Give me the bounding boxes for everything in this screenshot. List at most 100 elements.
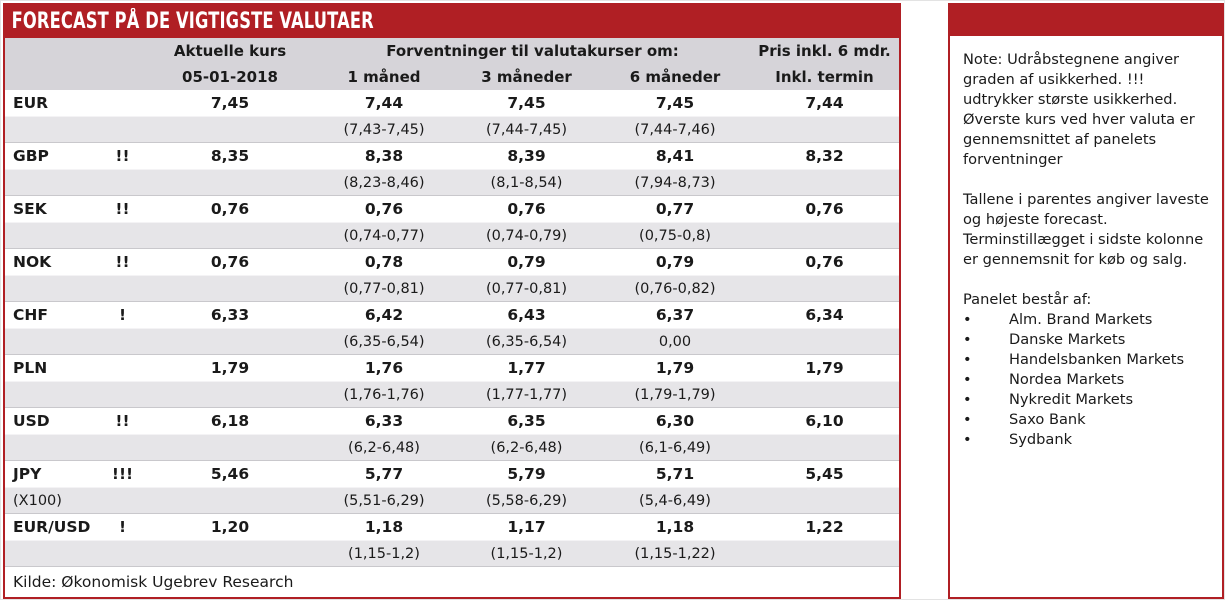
note-paragraph-2: Tallene i parentes angiver laveste og hø…: [963, 191, 1209, 268]
forecast-1m-range-cell: (0,77-0,81): [343, 280, 425, 297]
forecast-6m-range-cell: (0,76-0,82): [634, 280, 716, 297]
forecast-1m-range-cell: (7,43-7,45): [343, 121, 425, 138]
current-rate-cell: 7,45: [210, 94, 250, 112]
currency-range-row: (0,74-0,77) (0,74-0,79) (0,75-0,8): [5, 222, 899, 249]
current-rate-cell: 8,35: [210, 147, 250, 165]
currency-main-row: EUR 7,45 7,44 7,45 7,45 7,44: [5, 90, 899, 116]
current-rate-cell: 0,76: [210, 253, 250, 271]
uncertainty-marks-cell: !!: [115, 253, 130, 271]
uncertainty-marks-cell: !: [118, 518, 127, 536]
price-header-line1: Pris inkl. 6 mdr.: [758, 42, 891, 60]
forecast-6m-cell: 6,37: [655, 306, 695, 324]
forecast-3m-cell: 5,79: [507, 465, 546, 483]
forecast-1m-cell: 6,42: [364, 306, 404, 324]
currency-name-cell: GBP: [13, 147, 49, 165]
currency-name-cell: NOK: [13, 253, 52, 271]
forecast-1m-range-cell: (6,2-6,48): [348, 439, 420, 456]
bullet-icon: •: [963, 391, 972, 408]
forecast-3m-cell: 1,17: [507, 518, 546, 536]
forecast-3m-range-cell: (0,77-0,81): [485, 280, 568, 297]
header-row-2: 05-01-2018 1 måned 3 måneder 6 måneder I…: [5, 64, 899, 90]
source-label: Kilde: Økonomisk Ugebrev Research: [13, 573, 294, 591]
forecast-1m-cell: 0,76: [364, 200, 404, 218]
forecast-6m-cell: 6,30: [655, 412, 695, 430]
panel-member-label: Nordea Markets: [1009, 371, 1125, 388]
currency-name-cell: USD: [13, 412, 50, 430]
panel-member-item: • Danske Markets: [963, 330, 1210, 350]
price-incl-termin-cell: 1,22: [805, 518, 844, 536]
bullet-icon: •: [963, 431, 972, 448]
forecast-3m-range-cell: (8,1-8,54): [490, 174, 563, 191]
table-body: EUR 7,45 7,44 7,45 7,45 7,44 (7,43-7,45)…: [5, 90, 899, 567]
forecast-1m-range-cell: (5,51-6,29): [343, 492, 425, 509]
forecast-6m-range-cell: (0,75-0,8): [639, 227, 711, 244]
price-incl-termin-cell: 8,32: [805, 147, 844, 165]
currency-main-row: NOK !! 0,76 0,78 0,79 0,79 0,76: [5, 249, 899, 275]
panel-heading: Panelet består af:: [963, 291, 1092, 308]
current-rate-header: Aktuelle kurs: [173, 42, 287, 60]
currency-name-cell: PLN: [13, 359, 48, 377]
currency-main-row: SEK !! 0,76 0,76 0,76 0,77 0,76: [5, 196, 899, 222]
price-incl-termin-cell: 0,76: [805, 200, 844, 218]
forecast-6m-range-cell: (5,4-6,49): [639, 492, 711, 509]
currency-main-row: JPY !!! 5,46 5,77 5,79 5,71 5,45: [5, 461, 899, 487]
forecast-3m-cell: 1,77: [507, 359, 546, 377]
currency-name-cell: EUR/USD: [13, 518, 91, 536]
forecast-3m-cell: 6,35: [507, 412, 546, 430]
forecast-6m-cell: 1,79: [655, 359, 695, 377]
currency-name-cell: CHF: [13, 306, 48, 324]
panel-member-item: • Sydbank: [963, 430, 1210, 450]
uncertainty-marks-cell: !: [118, 306, 127, 324]
forecast-3m-range-cell: (7,44-7,45): [485, 121, 568, 138]
current-rate-cell: 6,33: [210, 306, 250, 324]
price-incl-termin-cell: 6,34: [805, 306, 844, 324]
forecast-6m-cell: 1,18: [655, 518, 695, 536]
currency-range-row: (8,23-8,46) (8,1-8,54) (7,94-8,73): [5, 169, 899, 196]
forecast-3m-range-cell: (6,35-6,54): [485, 333, 568, 350]
panel-member-item: • Alm. Brand Markets: [963, 310, 1210, 330]
currency-main-row: PLN 1,79 1,76 1,77 1,79 1,79: [5, 355, 899, 381]
bullet-icon: •: [963, 351, 972, 368]
table-footer: Kilde: Økonomisk Ugebrev Research: [5, 567, 899, 597]
forecast-1m-cell: 1,76: [364, 359, 404, 377]
table-title-bar: FORECAST PÅ DE VIGTIGSTE VALUTAER: [5, 5, 899, 38]
forecast-6m-range-cell: (7,94-8,73): [634, 174, 716, 191]
bullet-icon: •: [963, 311, 972, 328]
note-paragraph-1: Note: Udråbstegnene angiver graden af us…: [963, 51, 1195, 168]
currency-range-row: (7,43-7,45) (7,44-7,45) (7,44-7,46): [5, 116, 899, 143]
forecast-1m-cell: 6,33: [364, 412, 404, 430]
forecast-6m-cell: 0,79: [655, 253, 695, 271]
bullet-icon: •: [963, 371, 972, 388]
note-panel: Note: Udråbstegnene angiver graden af us…: [948, 3, 1224, 599]
forecast-group-header: Forventninger til valutakurser om:: [386, 42, 679, 60]
table-title: FORECAST PÅ DE VIGTIGSTE VALUTAER: [11, 9, 374, 34]
currency-range-row: (6,35-6,54) (6,35-6,54) 0,00: [5, 328, 899, 355]
forecast-3m-range-cell: (1,77-1,77): [485, 386, 568, 403]
panel-member-item: • Saxo Bank: [963, 410, 1210, 430]
panel-member-label: Alm. Brand Markets: [1009, 311, 1153, 328]
forecast-6m-cell: 5,71: [655, 465, 695, 483]
uncertainty-marks-cell: !!: [115, 200, 130, 218]
panel-member-item: • Nordea Markets: [963, 370, 1210, 390]
forecast-3m-cell: 0,79: [507, 253, 546, 271]
note-panel-content: Note: Udråbstegnene angiver graden af us…: [950, 36, 1222, 450]
col-3m-header: 3 måneder: [481, 68, 572, 86]
forecast-3m-cell: 7,45: [507, 94, 546, 112]
current-rate-cell: 0,76: [210, 200, 250, 218]
forecast-3m-range-cell: (6,2-6,48): [490, 439, 563, 456]
currency-range-row: (6,2-6,48) (6,2-6,48) (6,1-6,49): [5, 434, 899, 461]
forecast-1m-range-cell: (1,15-1,2): [348, 545, 420, 562]
current-rate-cell: 1,79: [210, 359, 250, 377]
forecast-6m-range-cell: (7,44-7,46): [634, 121, 716, 138]
forecast-3m-cell: 8,39: [507, 147, 546, 165]
forecast-3m-range-cell: (5,58-6,29): [485, 492, 568, 509]
currency-range-row: (1,76-1,76) (1,77-1,77) (1,79-1,79): [5, 381, 899, 408]
panel-member-label: Danske Markets: [1009, 331, 1126, 348]
forecast-1m-cell: 1,18: [364, 518, 404, 536]
price-incl-termin-cell: 5,45: [805, 465, 844, 483]
table-header: Aktuelle kurs Forventninger til valutaku…: [5, 38, 899, 90]
forecast-1m-cell: 8,38: [364, 147, 404, 165]
forecast-6m-cell: 7,45: [655, 94, 695, 112]
forecast-1m-range-cell: (0,74-0,77): [343, 227, 425, 244]
